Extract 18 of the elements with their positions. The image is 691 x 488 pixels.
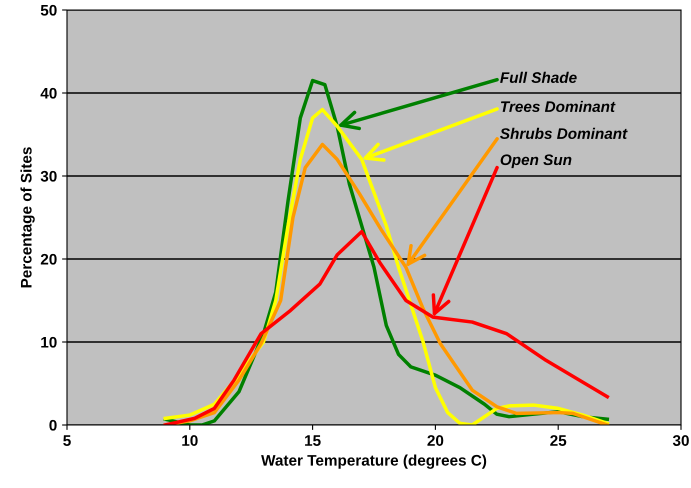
text: Shrubs Dominant [500, 128, 628, 140]
y-tick-label: 10 [41, 336, 57, 348]
y-tick-label: 0 [49, 420, 57, 431]
x-tick-label: 20 [427, 435, 444, 446]
y-tick-label: 50 [40, 4, 57, 16]
y-tick-label: 20 [40, 254, 57, 265]
x-tick-label: 5 [63, 435, 71, 446]
y-axis-title: Percentage of Sites [20, 147, 35, 288]
y-tick-label: 40 [40, 88, 57, 99]
x-tick-label: 30 [672, 435, 689, 446]
x-tick-label: 25 [550, 435, 566, 446]
text: Full Shade [500, 72, 577, 83]
y-tick-label: 30 [40, 170, 57, 182]
text: Trees Dominant [500, 100, 616, 112]
text: Open Sun [500, 154, 572, 168]
x-tick-label: 10 [182, 435, 198, 446]
x-axis-title: Water Temperature (degrees C) [261, 454, 486, 469]
x-tick-label: 15 [305, 435, 321, 446]
